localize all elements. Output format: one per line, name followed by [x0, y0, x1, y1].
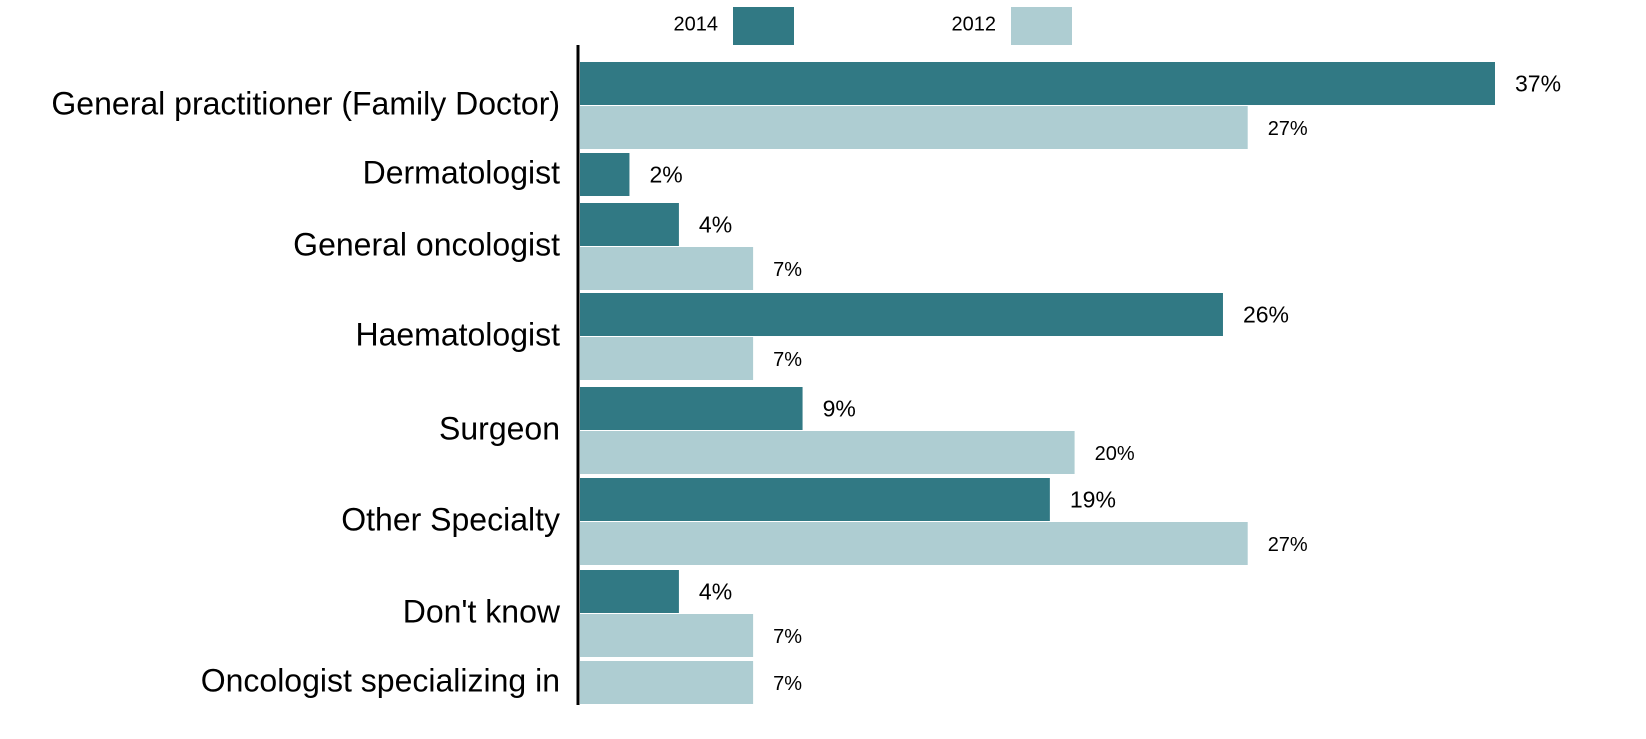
- value-label: 27%: [1268, 118, 1308, 140]
- value-label: 2%: [649, 162, 682, 188]
- bar: [580, 387, 803, 430]
- value-label: 20%: [1095, 443, 1135, 465]
- legend-swatch: [733, 7, 794, 45]
- legend-label: 2014: [674, 13, 719, 35]
- category-label: General practitioner (Family Doctor): [51, 85, 560, 121]
- bar: [580, 153, 630, 196]
- category-label: General oncologist: [293, 226, 560, 262]
- bar: [580, 293, 1223, 336]
- bar: [580, 203, 679, 246]
- value-label: 4%: [699, 579, 732, 605]
- value-label: 7%: [773, 673, 802, 695]
- bar: [580, 431, 1075, 474]
- bar: [580, 478, 1050, 521]
- value-label: 7%: [773, 626, 802, 648]
- bar: [580, 661, 754, 704]
- value-label: 4%: [699, 212, 732, 238]
- value-label: 19%: [1070, 487, 1116, 513]
- category-label: Dermatologist: [363, 154, 561, 190]
- bar: [580, 614, 754, 657]
- legend-swatch: [1011, 7, 1072, 45]
- value-label: 26%: [1243, 302, 1289, 328]
- bar: [580, 570, 679, 613]
- bar: [580, 522, 1248, 565]
- value-label: 7%: [773, 259, 802, 281]
- value-label: 7%: [773, 349, 802, 371]
- legend-label: 2012: [952, 13, 997, 35]
- bar: [580, 337, 754, 380]
- value-label: 27%: [1268, 534, 1308, 556]
- category-label: Oncologist specializing in: [201, 662, 560, 698]
- value-label: 37%: [1515, 71, 1561, 97]
- category-label: Other Specialty: [341, 501, 560, 537]
- category-label: Don't know: [403, 593, 561, 629]
- category-label: Haematologist: [355, 316, 560, 352]
- bar: [580, 106, 1248, 149]
- bar: [580, 247, 754, 290]
- bar: [580, 62, 1495, 105]
- value-label: 9%: [823, 396, 856, 422]
- category-label: Surgeon: [439, 410, 560, 446]
